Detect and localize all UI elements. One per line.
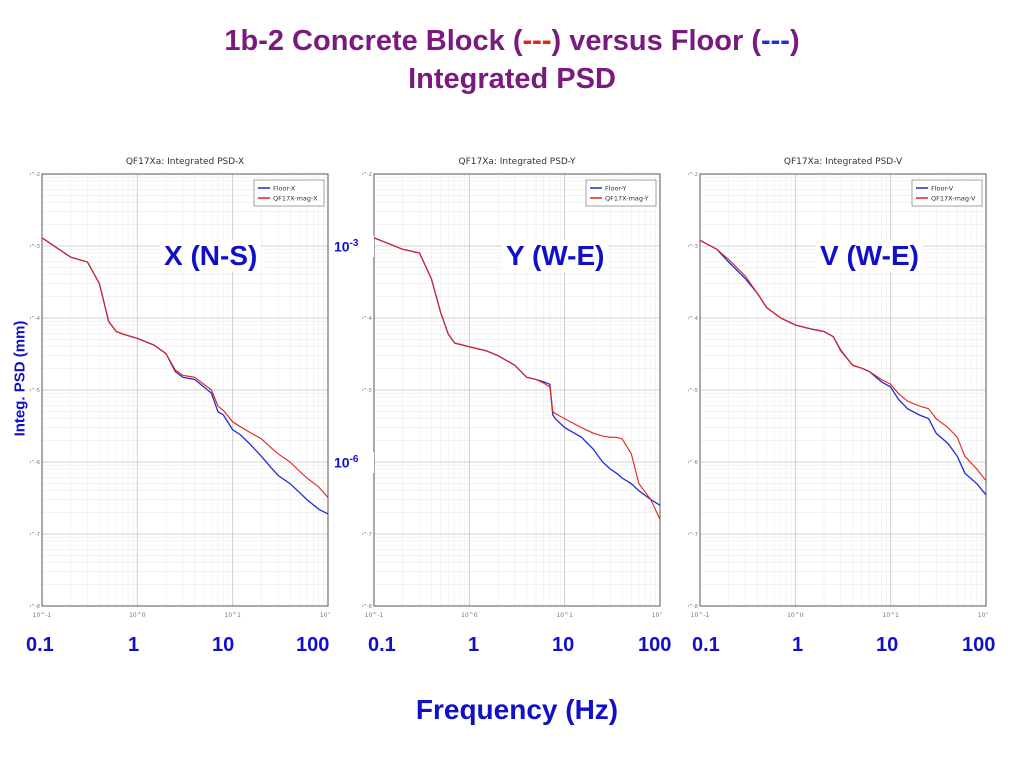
x-tick-label: 10^2 bbox=[320, 612, 330, 619]
title-middle: ) versus Floor ( bbox=[551, 25, 761, 57]
y-tick-lower: 10-6 bbox=[330, 452, 374, 473]
x-tick-label: 10^0 bbox=[129, 612, 146, 619]
y-tick-label: 10^-7 bbox=[30, 532, 40, 538]
freq-tick-10: 10 bbox=[212, 634, 235, 656]
y-tick-upper-base: 10 bbox=[334, 238, 350, 255]
plot-title: QF17Xa: Integrated PSD-X bbox=[126, 157, 244, 167]
freq-tick-10: 10 bbox=[876, 634, 899, 656]
y-tick-label: 10^-5 bbox=[30, 388, 40, 394]
x-tick-label: 10^0 bbox=[787, 612, 804, 619]
plot-frame bbox=[699, 173, 987, 607]
y-tick-label: 10^-8 bbox=[688, 604, 698, 610]
y-axis-title: Integ. PSD (mm) bbox=[11, 320, 29, 437]
x-tick-label: 10^1 bbox=[882, 612, 899, 619]
plot-title: QF17Xa: Integrated PSD-Y bbox=[458, 157, 576, 167]
y-tick-label: 10^-2 bbox=[30, 172, 40, 178]
plot-y: QF17Xa: Integrated PSD-Y 10^-1 10^0 10^1 10^… bbox=[362, 157, 662, 619]
y-tick-label: 10^-4 bbox=[688, 316, 698, 322]
x-tick-label: 10^-1 bbox=[691, 612, 710, 619]
freq-tick-0-1: 0.1 bbox=[368, 634, 396, 656]
panel-label-y: Y (W-E) bbox=[502, 240, 609, 272]
freq-tick-1: 1 bbox=[128, 634, 140, 656]
y-tick-label: 10^-4 bbox=[30, 316, 40, 322]
y-tick-label: 10^-3 bbox=[30, 244, 40, 250]
series-line-block bbox=[41, 237, 329, 498]
slide-title: 1b-2 Concrete Block (---) versus Floor (… bbox=[0, 24, 1024, 58]
freq-tick-1: 1 bbox=[468, 634, 480, 656]
plot-frame bbox=[373, 173, 661, 607]
legend-label: QF17X-mag-Y bbox=[605, 195, 649, 203]
legend-box bbox=[585, 179, 657, 207]
y-tick-label: 10^-4 bbox=[362, 316, 372, 322]
y-tick-label: 10^-3 bbox=[688, 244, 698, 250]
freq-tick-100: 100 bbox=[296, 634, 330, 656]
freq-tick-0-1: 0.1 bbox=[692, 634, 720, 656]
freq-tick-10: 10 bbox=[552, 634, 575, 656]
plot-x: QF17Xa: Integrated PSD-X 10^-1 10^0 10^1 10^… bbox=[30, 157, 330, 619]
slide-subtitle: Integrated PSD bbox=[408, 63, 616, 95]
y-tick-label: 10^-7 bbox=[688, 532, 698, 538]
title-suffix: ) bbox=[789, 25, 800, 57]
legend-label: Floor-V bbox=[931, 185, 954, 193]
x-tick-label: 10^2 bbox=[652, 612, 662, 619]
x-tick-label: 10^-1 bbox=[365, 612, 384, 619]
y-tick-upper: 10-3 bbox=[330, 236, 374, 257]
x-tick-label: 10^0 bbox=[461, 612, 478, 619]
panel-label-v: V (W-E) bbox=[816, 240, 923, 272]
legend-label: QF17X-mag-X bbox=[273, 195, 318, 203]
y-tick-label: 10^-6 bbox=[30, 460, 40, 466]
legend-label: Floor-X bbox=[273, 185, 296, 193]
legend-box bbox=[253, 179, 325, 207]
x-tick-label: 10^1 bbox=[556, 612, 573, 619]
legend-label: QF17X-mag-V bbox=[931, 195, 976, 203]
y-tick-label: 10^-5 bbox=[362, 388, 372, 394]
plot-title: QF17Xa: Integrated PSD-V bbox=[784, 157, 903, 167]
x-tick-label: 10^-1 bbox=[33, 612, 52, 619]
y-tick-label: 10^-8 bbox=[362, 604, 372, 610]
panel-label-x: X (N-S) bbox=[160, 240, 262, 272]
x-tick-label: 10^1 bbox=[224, 612, 241, 619]
y-tick-lower-exp: -6 bbox=[349, 454, 359, 465]
title-red-dash: --- bbox=[522, 25, 552, 57]
y-tick-label: 10^-8 bbox=[30, 604, 40, 610]
y-tick-lower-base: 10 bbox=[334, 454, 350, 471]
freq-tick-1: 1 bbox=[792, 634, 804, 656]
title-blue-dash: --- bbox=[760, 25, 790, 57]
title-prefix: 1b-2 Concrete Block ( bbox=[224, 25, 523, 57]
y-tick-label: 10^-6 bbox=[688, 460, 698, 466]
freq-tick-100: 100 bbox=[638, 634, 672, 656]
y-tick-label: 10^-2 bbox=[362, 172, 372, 178]
y-tick-label: 10^-7 bbox=[362, 532, 372, 538]
legend-box bbox=[911, 179, 983, 207]
freq-tick-0-1: 0.1 bbox=[26, 634, 54, 656]
plot-frame bbox=[41, 173, 329, 607]
y-tick-label: 10^-5 bbox=[688, 388, 698, 394]
x-axis-title: Frequency (Hz) bbox=[415, 694, 619, 725]
y-tick-label: 10^-2 bbox=[688, 172, 698, 178]
freq-tick-100: 100 bbox=[962, 634, 996, 656]
y-tick-upper-exp: -3 bbox=[349, 238, 359, 249]
x-tick-label: 10^2 bbox=[978, 612, 988, 619]
series-line-block bbox=[373, 237, 661, 520]
legend-label: Floor-Y bbox=[605, 185, 626, 193]
plot-v: QF17Xa: Integrated PSD-V 10^-1 10^0 10^1 10^… bbox=[688, 157, 988, 619]
series-line-block bbox=[699, 239, 987, 482]
series-line-floor bbox=[699, 239, 987, 496]
